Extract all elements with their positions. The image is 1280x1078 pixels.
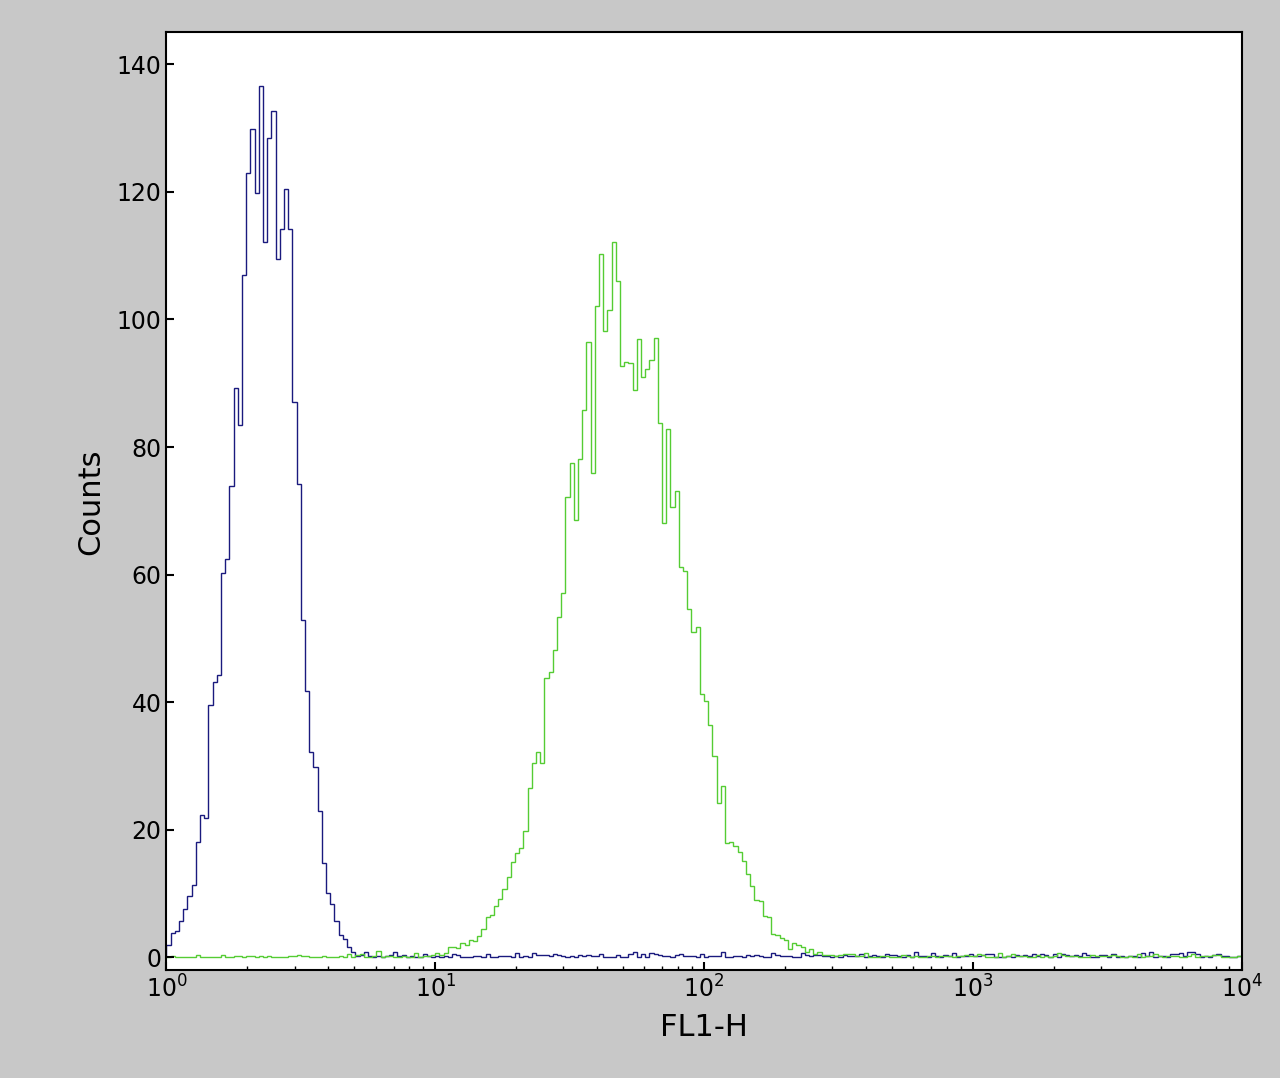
Y-axis label: Counts: Counts <box>77 448 105 554</box>
X-axis label: FL1-H: FL1-H <box>660 1013 748 1042</box>
